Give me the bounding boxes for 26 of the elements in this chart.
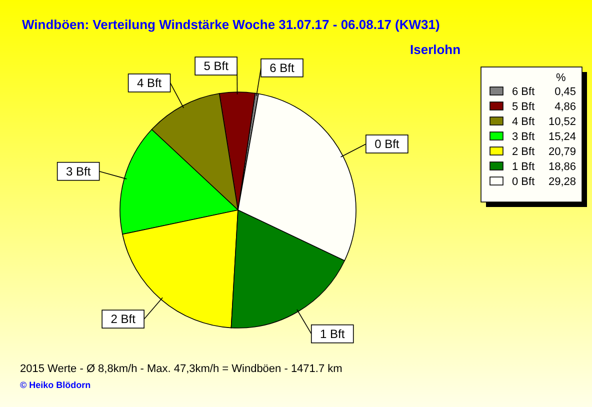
slice-label: 3 Bft xyxy=(66,164,92,178)
slice-label: 6 Bft xyxy=(270,60,295,75)
legend-label: 4 Bft xyxy=(512,116,535,128)
legend-title: % xyxy=(556,72,566,84)
data-label: 18,86 xyxy=(548,161,576,173)
data-label: 0,45 xyxy=(554,86,576,98)
slice-label: 2 Bft xyxy=(110,312,136,326)
data-label: 29,28 xyxy=(548,176,576,188)
data-label: 15,24 xyxy=(548,131,576,143)
legend-label: 0 Bft xyxy=(512,176,535,188)
legend-label: 6 Bft xyxy=(512,86,535,98)
legend-label: 1 Bft xyxy=(512,161,535,173)
slice-label: 1 Bft xyxy=(320,326,346,341)
legend-label: 2 Bft xyxy=(512,146,535,158)
chart-title: Windböen: Verteilung Windstärke Woche 31.07.17 - 06.08.17 (KW31) xyxy=(22,17,440,32)
chart-subtitle: Iserlohn xyxy=(410,42,461,57)
slice-label: 5 Bft xyxy=(204,59,230,74)
slice-label: 4 Bft xyxy=(136,76,162,90)
slice-label: 0 Bft xyxy=(374,136,400,151)
data-label: 20,79 xyxy=(548,146,576,158)
text: © Heiko Blödorn xyxy=(20,380,91,390)
data-label: 10,52 xyxy=(548,116,576,128)
text: 2015 Werte - Ø 8,8km/h - Max. 47,3km/h = Windböen - 1471.7 km xyxy=(20,363,342,375)
legend-label: 5 Bft xyxy=(512,101,535,113)
data-label: 4,86 xyxy=(554,101,576,113)
legend-label: 3 Bft xyxy=(512,131,535,143)
